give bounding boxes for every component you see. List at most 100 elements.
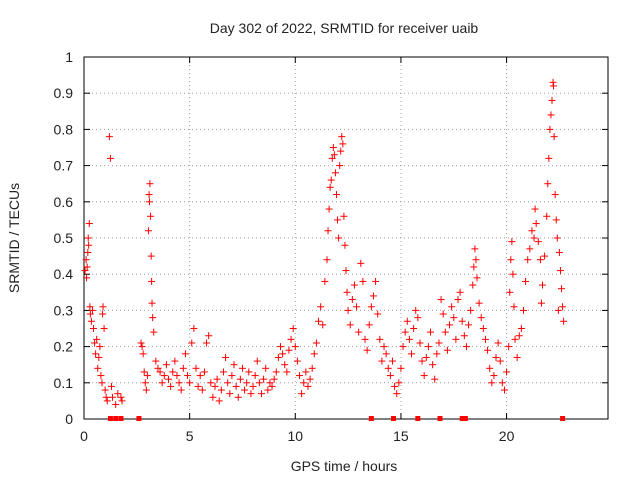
data-point bbox=[262, 364, 270, 372]
data-point bbox=[141, 379, 149, 387]
data-point bbox=[203, 339, 211, 347]
data-point bbox=[369, 292, 377, 300]
y-tick-label: 0.2 bbox=[54, 339, 74, 355]
zero-marker bbox=[437, 416, 443, 421]
data-point bbox=[243, 379, 251, 387]
data-point bbox=[382, 350, 390, 358]
data-point bbox=[547, 111, 555, 119]
data-point bbox=[308, 364, 316, 372]
data-point bbox=[460, 332, 468, 340]
data-point bbox=[329, 144, 337, 151]
data-point bbox=[287, 335, 295, 343]
data-point bbox=[207, 379, 215, 387]
x-tick-label: 5 bbox=[186, 428, 194, 444]
data-point bbox=[395, 379, 403, 387]
data-point bbox=[103, 397, 111, 405]
data-point bbox=[317, 303, 325, 311]
zero-marker bbox=[462, 416, 468, 421]
data-point bbox=[86, 310, 94, 318]
data-point bbox=[503, 368, 511, 376]
data-point bbox=[508, 238, 516, 246]
data-point bbox=[374, 310, 382, 318]
y-tick-label: 0.5 bbox=[54, 230, 74, 246]
data-point bbox=[90, 325, 98, 332]
data-point bbox=[350, 281, 358, 289]
data-point bbox=[323, 256, 331, 264]
data-point bbox=[412, 306, 420, 314]
data-point bbox=[144, 227, 152, 235]
data-point bbox=[376, 335, 384, 343]
data-point bbox=[477, 314, 485, 322]
data-point bbox=[465, 321, 473, 329]
data-point bbox=[196, 372, 204, 380]
data-point bbox=[433, 350, 441, 358]
data-point bbox=[291, 343, 299, 351]
data-point bbox=[359, 277, 367, 285]
data-point bbox=[145, 191, 153, 199]
data-point bbox=[279, 350, 287, 358]
data-point bbox=[439, 310, 447, 318]
data-point bbox=[403, 317, 411, 325]
data-point bbox=[336, 162, 344, 170]
data-point bbox=[506, 288, 514, 296]
data-point bbox=[101, 386, 109, 394]
data-point bbox=[405, 335, 413, 343]
data-point bbox=[450, 314, 458, 322]
data-point bbox=[378, 357, 386, 365]
data-point bbox=[293, 357, 301, 365]
zero-marker bbox=[107, 416, 113, 421]
data-point bbox=[83, 274, 91, 282]
data-point bbox=[181, 350, 189, 358]
data-point bbox=[340, 212, 348, 220]
data-point bbox=[148, 299, 156, 307]
zero-marker bbox=[415, 416, 421, 421]
data-point bbox=[335, 234, 343, 242]
data-point bbox=[224, 379, 232, 387]
data-point bbox=[272, 368, 280, 376]
data-point bbox=[138, 343, 146, 351]
data-point bbox=[99, 310, 107, 318]
zero-marker bbox=[459, 416, 465, 421]
data-point bbox=[137, 339, 145, 347]
data-point bbox=[310, 350, 318, 358]
data-point bbox=[545, 154, 553, 162]
data-point bbox=[353, 303, 361, 311]
data-point bbox=[143, 372, 151, 380]
x-tick-label: 0 bbox=[80, 428, 88, 444]
data-point bbox=[386, 372, 394, 380]
data-point bbox=[519, 306, 527, 314]
data-point bbox=[167, 382, 175, 390]
data-point bbox=[399, 343, 407, 351]
data-point bbox=[321, 277, 329, 285]
x-tick-label: 20 bbox=[499, 428, 515, 444]
zero-marker bbox=[560, 416, 566, 421]
data-point bbox=[215, 397, 223, 405]
data-point bbox=[524, 256, 532, 264]
data-point bbox=[507, 256, 515, 264]
data-point bbox=[114, 390, 122, 398]
data-point bbox=[414, 314, 422, 322]
data-point bbox=[100, 325, 108, 332]
data-point bbox=[528, 227, 536, 235]
data-point bbox=[437, 296, 445, 304]
data-point bbox=[274, 353, 282, 361]
data-point bbox=[326, 183, 334, 191]
data-point bbox=[173, 372, 181, 380]
data-point bbox=[346, 321, 354, 329]
data-point bbox=[238, 364, 246, 372]
data-point bbox=[87, 317, 95, 325]
data-point bbox=[479, 325, 487, 332]
data-point bbox=[270, 375, 278, 383]
data-point bbox=[234, 393, 242, 401]
data-point bbox=[549, 82, 557, 90]
data-point bbox=[490, 372, 498, 380]
data-point bbox=[424, 343, 432, 351]
zero-marker bbox=[136, 416, 142, 421]
data-point bbox=[334, 216, 342, 224]
data-point bbox=[241, 386, 249, 394]
data-point bbox=[397, 364, 405, 372]
data-point bbox=[150, 328, 158, 336]
zero-marker bbox=[118, 416, 124, 421]
data-point bbox=[319, 321, 327, 329]
